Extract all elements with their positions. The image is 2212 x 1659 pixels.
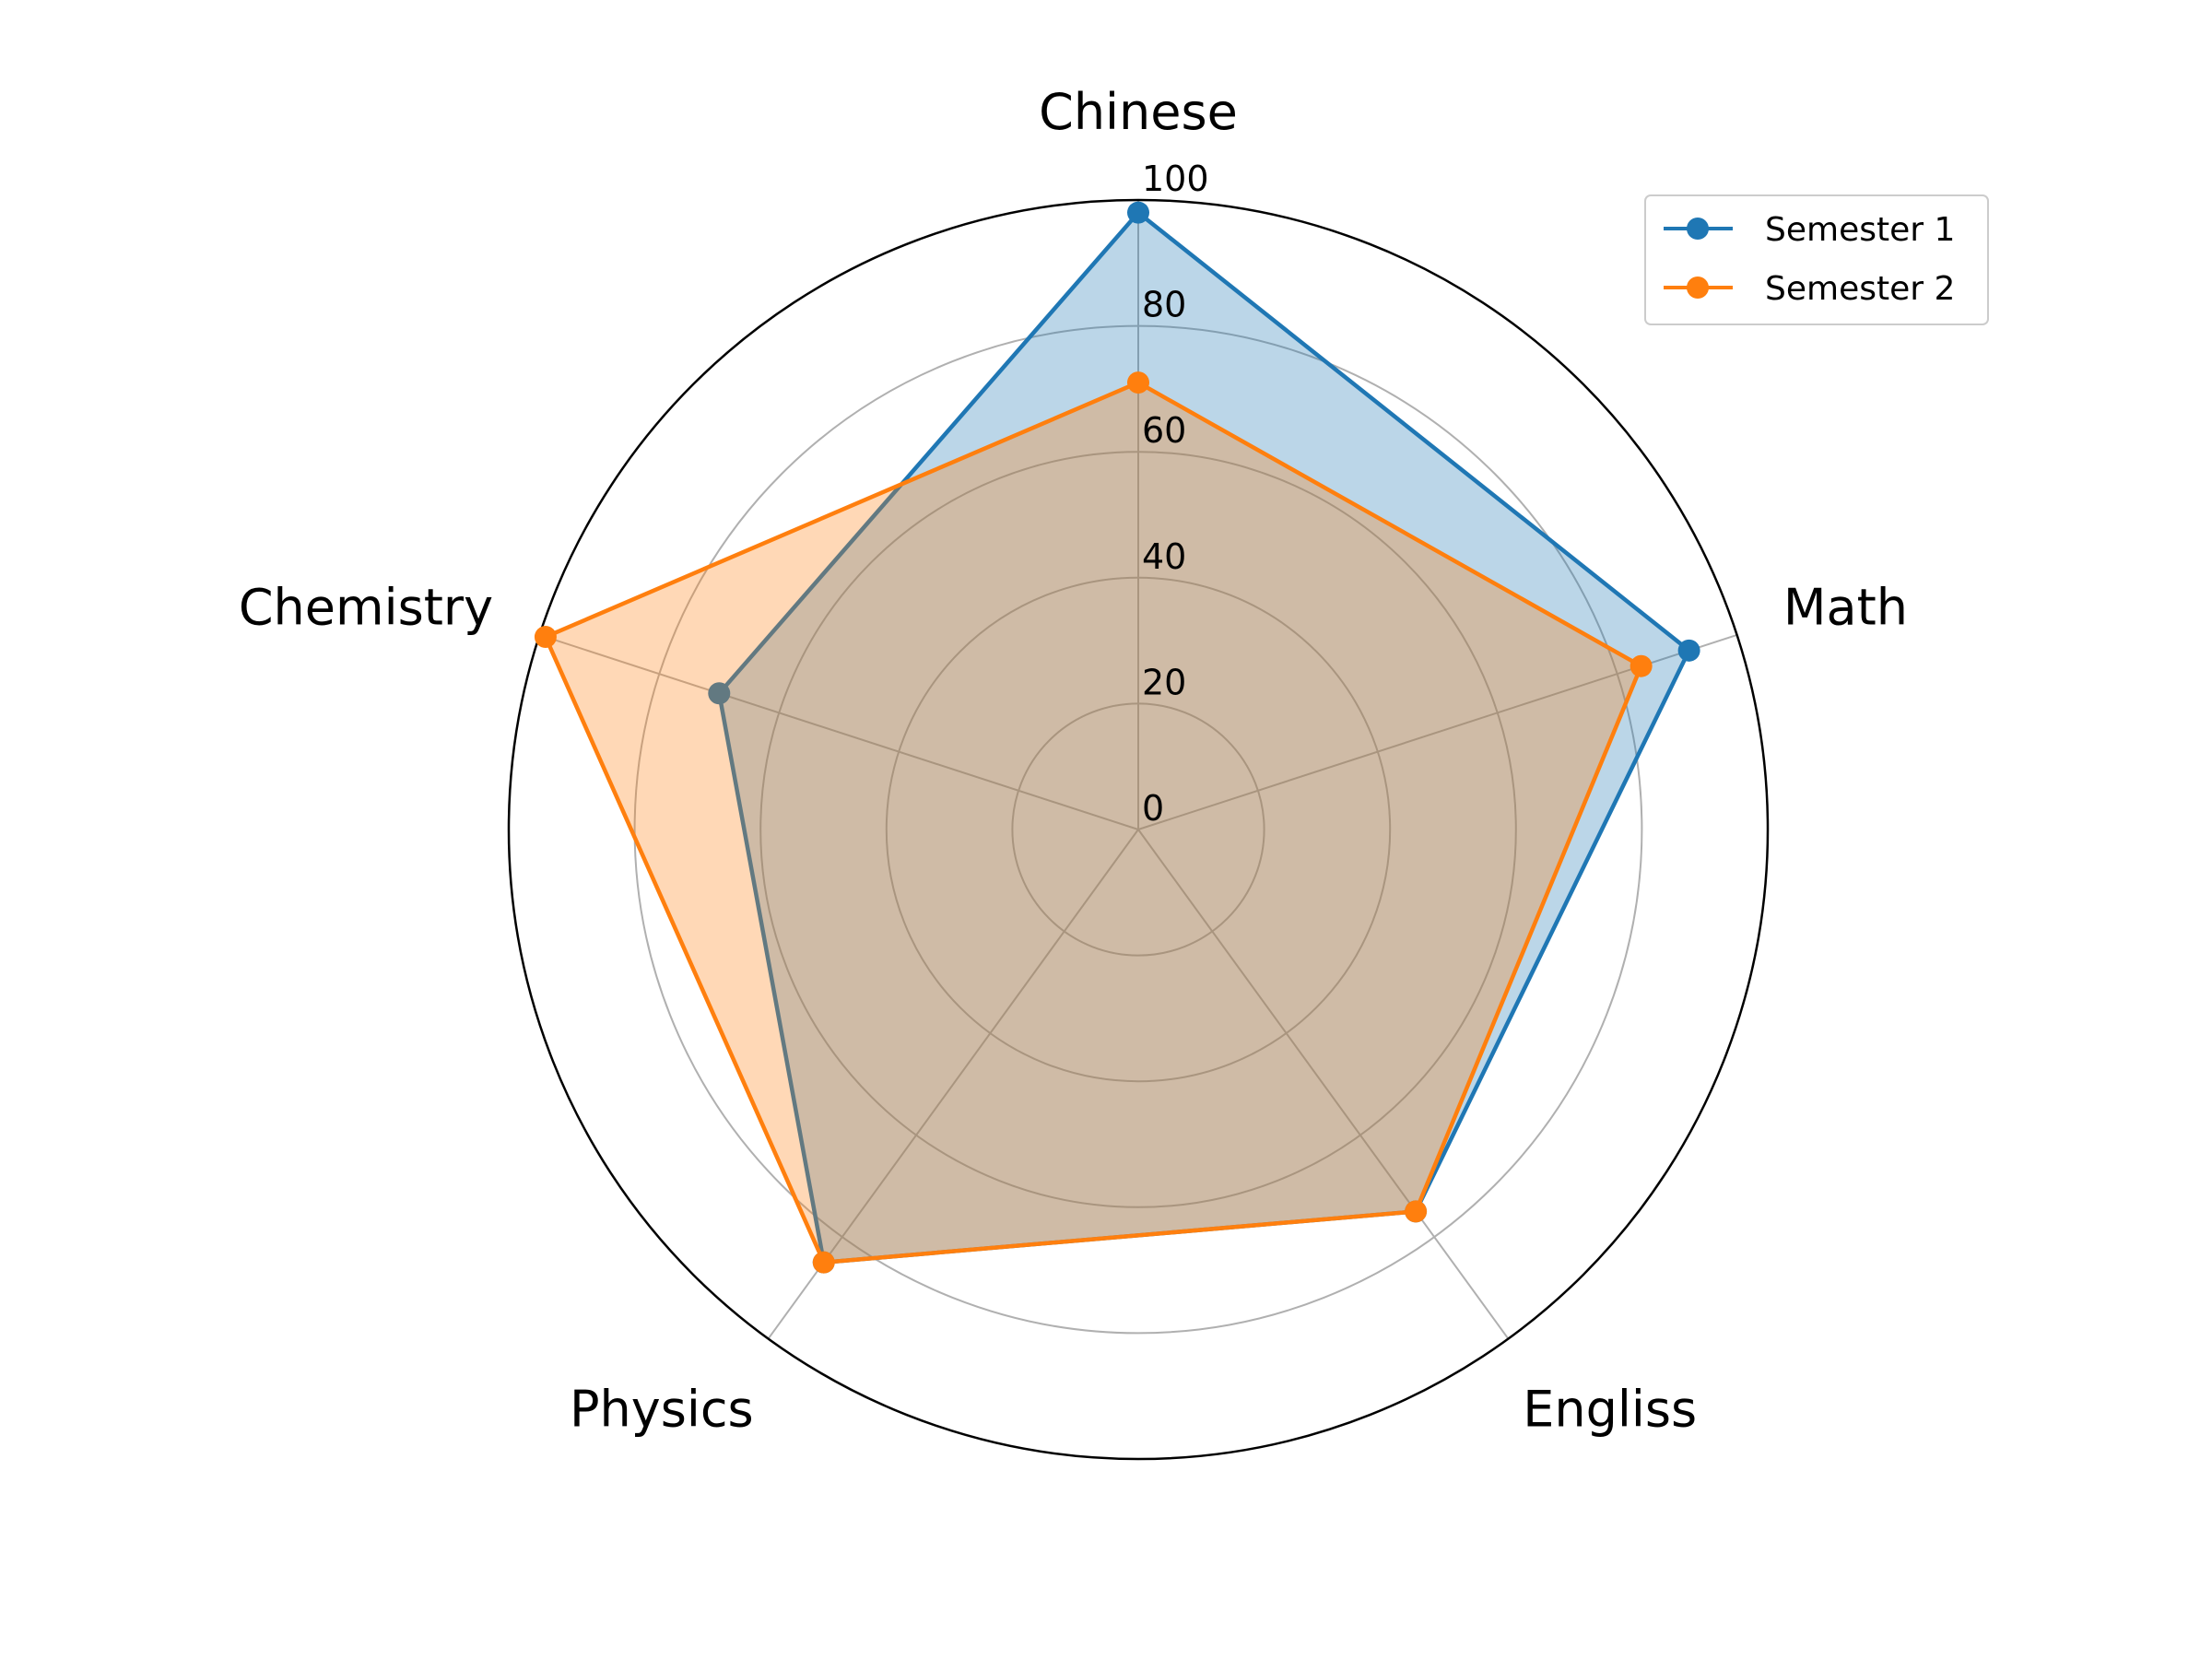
- series-1-point-chemistry: [708, 682, 731, 705]
- series-2-point-chinese: [1127, 371, 1149, 394]
- legend: Semester 1 Semester 2: [1644, 194, 1989, 325]
- spoke-2: [1137, 829, 1510, 1340]
- axis-label-physics: Physics: [570, 1380, 754, 1438]
- axis-label-engliss: Engliss: [1523, 1380, 1697, 1438]
- series-layer: [534, 201, 1700, 1274]
- r-tick-label-1: 20: [1142, 662, 1186, 702]
- series-2-point-engliss: [1405, 1200, 1428, 1223]
- series-1-point-chinese: [1127, 201, 1149, 224]
- grid-layer: [507, 198, 1770, 1461]
- axis-label-math: Math: [1783, 579, 1908, 637]
- legend-marker-series-1: [1687, 218, 1709, 240]
- series-fill-2: [545, 382, 1641, 1263]
- spoke-4: [539, 633, 1139, 830]
- series-1-point-math: [1677, 639, 1700, 662]
- legend-label-series-1: Semester 1: [1765, 211, 1955, 249]
- r-tick-label-5: 100: [1142, 159, 1209, 199]
- legend-entry-series-2: Semester 2: [1664, 270, 1955, 308]
- r-tick-label-0: 0: [1142, 788, 1164, 829]
- series-2-point-math: [1630, 654, 1653, 677]
- axis-label-chinese: Chinese: [1039, 83, 1238, 141]
- legend-marker-series-2: [1687, 276, 1709, 299]
- r-tick-label-4: 80: [1142, 285, 1186, 325]
- r-tick-label-3: 60: [1142, 410, 1186, 451]
- legend-entry-series-1: Semester 1: [1664, 211, 1955, 249]
- axis-label-chemistry: Chemistry: [239, 579, 493, 637]
- series-fill-1: [719, 212, 1689, 1263]
- series-line-2: [543, 380, 1643, 1265]
- legend-label-series-2: Semester 2: [1765, 270, 1955, 308]
- r-tick-label-2: 40: [1142, 536, 1186, 577]
- series-2-point-chemistry: [534, 626, 557, 649]
- series-2-point-physics: [812, 1251, 835, 1274]
- outer-frame-circle: [507, 198, 1770, 1461]
- label-layer: 0 20 40 60 80 100 Chinese Math Engliss Physics Che…: [239, 83, 1908, 1438]
